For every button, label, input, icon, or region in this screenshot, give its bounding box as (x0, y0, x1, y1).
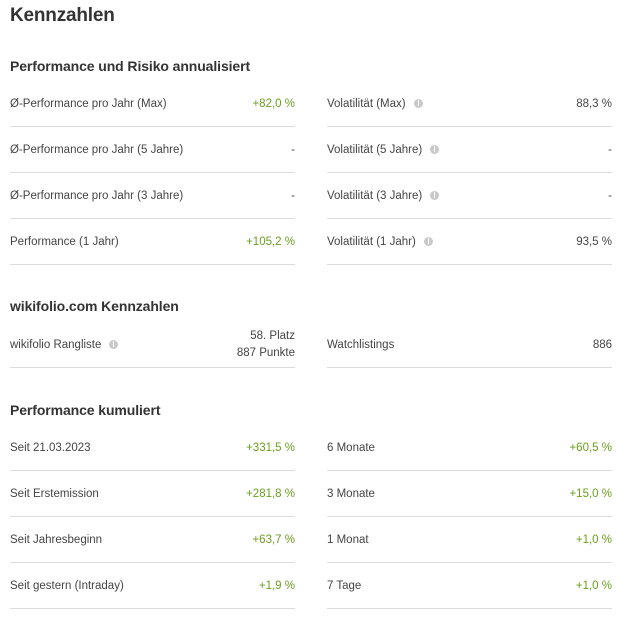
vola-1y-label: Volatilität (1 Jahr) (327, 235, 416, 248)
vola-5y-label: Volatilität (5 Jahre) (327, 143, 423, 156)
perf-max-row: Ø-Performance pro Jahr (Max) +82,0 % (10, 81, 295, 127)
cum-6m-row: 6 Monate +60,5 % (327, 425, 612, 471)
cum-7d-label: 7 Tage (327, 579, 362, 592)
cum-7d-row: 7 Tage +1,0 % (327, 563, 612, 609)
vola-3y-label: Volatilität (3 Jahre) (327, 189, 423, 202)
cum-erstemission-row: Seit Erstemission +281,8 % (10, 471, 295, 517)
info-icon[interactable] (430, 145, 440, 154)
rangliste-row: wikifolio Rangliste 58. Platz 887 Punkte (10, 322, 295, 368)
vola-3y-value: - (608, 189, 612, 202)
vola-1y-row: Volatilität (1 Jahr) 93,5 % (327, 219, 612, 265)
info-icon[interactable] (109, 340, 119, 349)
vola-max-label: Volatilität (Max) (327, 97, 406, 110)
cum-intraday-value: +1,9 % (258, 579, 295, 592)
vola-max-value: 88,3 % (576, 97, 612, 110)
cum-intraday-label: Seit gestern (Intraday) (10, 579, 124, 592)
perf-5y-label: Ø-Performance pro Jahr (5 Jahre) (10, 143, 184, 156)
rangliste-value: 58. Platz 887 Punkte (237, 328, 295, 362)
perf-3y-label: Ø-Performance pro Jahr (3 Jahre) (10, 189, 184, 202)
cum-3m-row: 3 Monate +15,0 % (327, 471, 612, 517)
vola-max-row: Volatilität (Max) 88,3 % (327, 81, 612, 127)
cum-ytd-label: Seit Jahresbeginn (10, 533, 103, 546)
performance-cumulative-heading: Performance kumuliert (10, 402, 161, 418)
wikifolio-kennzahlen-heading: wikifolio.com Kennzahlen (10, 298, 179, 314)
perf-5y-value: - (291, 143, 295, 156)
rangliste-points: 887 Punkte (236, 346, 295, 359)
performance-risk-heading: Performance und Risiko annualisiert (10, 58, 251, 74)
perf-1y-value: +105,2 % (246, 235, 295, 248)
watchlistings-label: Watchlistings (327, 338, 395, 351)
cum-ytd-value: +63,7 % (252, 533, 295, 546)
vola-5y-value: - (608, 143, 612, 156)
info-icon[interactable] (430, 191, 440, 200)
cum-3m-label: 3 Monate (327, 487, 375, 500)
cum-erstemission-label: Seit Erstemission (10, 487, 99, 500)
cum-1m-label: 1 Monat (327, 533, 369, 546)
cum-6m-label: 6 Monate (327, 441, 375, 454)
vola-1y-value: 93,5 % (576, 235, 612, 248)
rangliste-place: 58. Platz (250, 329, 295, 342)
perf-5y-row: Ø-Performance pro Jahr (5 Jahre) - (10, 127, 295, 173)
perf-3y-value: - (291, 189, 295, 202)
vola-5y-row: Volatilität (5 Jahre) - (327, 127, 612, 173)
cum-6m-value: +60,5 % (569, 441, 612, 454)
info-icon[interactable] (413, 99, 423, 108)
perf-max-label: Ø-Performance pro Jahr (Max) (10, 97, 167, 110)
rangliste-label: wikifolio Rangliste (10, 338, 102, 351)
perf-1y-label: Performance (1 Jahr) (10, 235, 119, 248)
page-title: Kennzahlen (10, 5, 115, 26)
info-icon[interactable] (423, 237, 433, 246)
cum-3m-value: +15,0 % (569, 487, 612, 500)
cum-since-date-value: +331,5 % (246, 441, 295, 454)
cum-since-date-row: Seit 21.03.2023 +331,5 % (10, 425, 295, 471)
perf-1y-row: Performance (1 Jahr) +105,2 % (10, 219, 295, 265)
perf-max-value: +82,0 % (252, 97, 295, 110)
cum-1m-row: 1 Monat +1,0 % (327, 517, 612, 563)
cum-erstemission-value: +281,8 % (246, 487, 295, 500)
watchlistings-value: 886 (592, 338, 612, 351)
cum-1m-value: +1,0 % (575, 533, 612, 546)
cum-intraday-row: Seit gestern (Intraday) +1,9 % (10, 563, 295, 609)
vola-3y-row: Volatilität (3 Jahre) - (327, 173, 612, 219)
perf-3y-row: Ø-Performance pro Jahr (3 Jahre) - (10, 173, 295, 219)
watchlistings-row: Watchlistings 886 (327, 322, 612, 368)
cum-since-date-label: Seit 21.03.2023 (10, 441, 91, 454)
cum-ytd-row: Seit Jahresbeginn +63,7 % (10, 517, 295, 563)
cum-7d-value: +1,0 % (575, 579, 612, 592)
